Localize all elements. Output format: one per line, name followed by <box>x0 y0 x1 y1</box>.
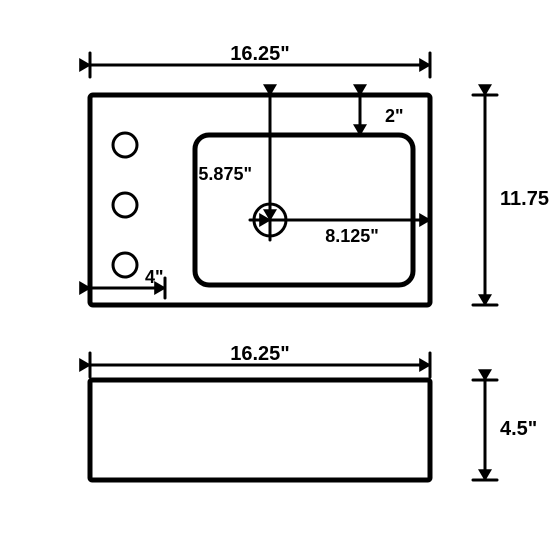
dim-left-4-label: 4" <box>145 267 164 287</box>
dim-drain-y-label: 5.875" <box>198 164 252 184</box>
dim-drain-x-label: 8.125" <box>325 226 379 246</box>
faucet-hole-1 <box>113 193 137 217</box>
faucet-hole-2 <box>113 253 137 277</box>
dim-right-top-label: 11.75" <box>500 188 550 210</box>
dim-right-bottom-label: 4.5" <box>500 418 537 440</box>
top-view-basin-rect <box>195 135 413 285</box>
dim-inner-top-label: 2" <box>385 106 404 126</box>
side-view-rect <box>90 380 430 480</box>
dim-top-width-label: 16.25" <box>230 43 290 65</box>
dimension-drawing: 16.25" 11.75" 2" 5.875" 8.125" 4" 16.25" 4.5" <box>0 0 550 550</box>
dim-bottom-width-label: 16.25" <box>230 343 290 365</box>
top-view-outer-rect <box>90 95 430 305</box>
faucet-hole-0 <box>113 133 137 157</box>
